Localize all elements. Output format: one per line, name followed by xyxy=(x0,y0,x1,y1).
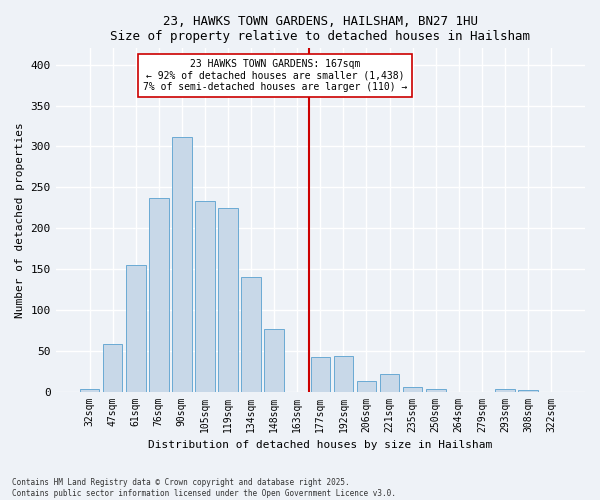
Text: 23 HAWKS TOWN GARDENS: 167sqm
← 92% of detached houses are smaller (1,438)
7% of: 23 HAWKS TOWN GARDENS: 167sqm ← 92% of d… xyxy=(143,58,407,92)
Text: Contains HM Land Registry data © Crown copyright and database right 2025.
Contai: Contains HM Land Registry data © Crown c… xyxy=(12,478,396,498)
Title: 23, HAWKS TOWN GARDENS, HAILSHAM, BN27 1HU
Size of property relative to detached: 23, HAWKS TOWN GARDENS, HAILSHAM, BN27 1… xyxy=(110,15,530,43)
Y-axis label: Number of detached properties: Number of detached properties xyxy=(15,122,25,318)
Bar xyxy=(218,208,238,392)
Bar xyxy=(172,136,191,392)
Bar xyxy=(103,344,122,392)
Bar xyxy=(149,198,169,392)
Bar xyxy=(356,381,376,392)
Bar xyxy=(311,357,330,392)
X-axis label: Distribution of detached houses by size in Hailsham: Distribution of detached houses by size … xyxy=(148,440,493,450)
Bar xyxy=(126,265,146,392)
Bar xyxy=(380,374,400,392)
Bar xyxy=(495,389,515,392)
Bar xyxy=(265,330,284,392)
Bar xyxy=(426,389,446,392)
Bar xyxy=(241,277,261,392)
Bar xyxy=(334,356,353,392)
Bar xyxy=(195,201,215,392)
Bar xyxy=(403,386,422,392)
Bar xyxy=(518,390,538,392)
Bar xyxy=(80,389,100,392)
